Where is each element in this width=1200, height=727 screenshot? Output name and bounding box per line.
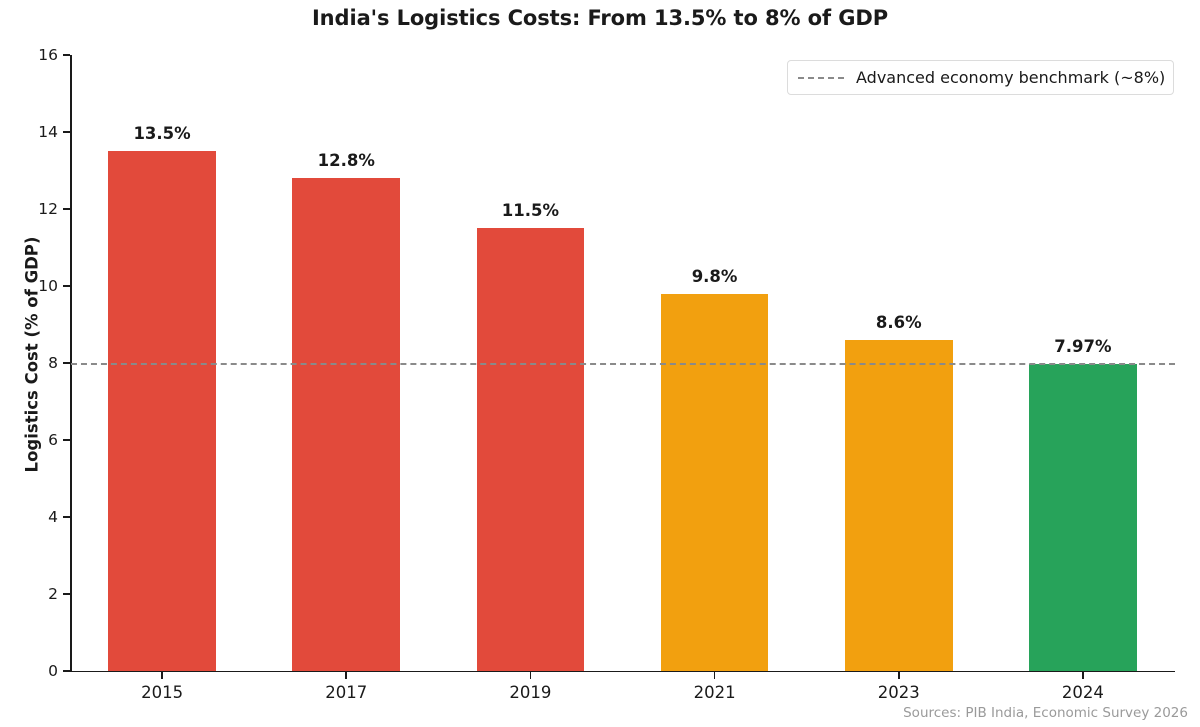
dashed-line-icon <box>798 76 844 79</box>
x-tick-label: 2024 <box>1061 683 1104 702</box>
bar-value-label: 12.8% <box>317 151 375 171</box>
x-tick-mark <box>1082 671 1084 679</box>
chart-legend: Advanced economy benchmark (~8%) <box>787 60 1174 95</box>
bar[interactable] <box>292 178 401 671</box>
chart-title: India's Logistics Costs: From 13.5% to 8… <box>311 6 889 30</box>
bar[interactable] <box>660 293 769 671</box>
bar-value-label: 13.5% <box>133 124 191 144</box>
y-tick-label: 4 <box>48 508 58 526</box>
bar[interactable] <box>1029 364 1137 671</box>
bar-value-label: 8.6% <box>875 312 922 332</box>
bar[interactable] <box>108 151 216 671</box>
x-tick-label: 2019 <box>509 683 552 702</box>
bar-value-label: 9.8% <box>691 266 738 286</box>
y-tick-mark <box>62 670 70 672</box>
bar-value-label: 11.5% <box>501 201 560 221</box>
x-axis-spine <box>70 670 1175 673</box>
legend-item-label: Advanced economy benchmark (~8%) <box>856 68 1166 87</box>
y-tick-label: 0 <box>48 662 58 680</box>
y-tick-label: 12 <box>38 200 58 218</box>
benchmark-line <box>71 363 1175 365</box>
y-tick-label: 2 <box>48 585 58 603</box>
y-tick-label: 16 <box>38 46 58 64</box>
x-tick-mark <box>345 671 348 679</box>
y-tick-mark <box>62 516 70 518</box>
bar-value-label: 7.97% <box>1054 337 1112 357</box>
y-tick-label: 6 <box>48 431 58 449</box>
x-tick-label: 2021 <box>693 683 736 702</box>
y-tick-mark <box>62 593 70 595</box>
y-tick-mark <box>62 131 70 133</box>
x-tick-label: 2023 <box>877 683 920 702</box>
y-tick-label: 8 <box>48 354 58 372</box>
y-tick-mark <box>62 208 70 210</box>
x-tick-mark <box>713 671 716 679</box>
y-tick-label: 10 <box>38 277 58 295</box>
x-tick-mark <box>161 671 163 679</box>
bar[interactable] <box>844 339 953 671</box>
x-tick-label: 2015 <box>141 683 184 702</box>
x-tick-mark <box>529 671 532 679</box>
y-tick-label: 14 <box>38 123 58 141</box>
x-tick-mark <box>897 671 900 679</box>
x-tick-label: 2017 <box>325 683 368 702</box>
source-note: Sources: PIB India, Economic Survey 2026 <box>903 705 1188 721</box>
y-tick-mark <box>62 439 70 441</box>
y-tick-mark <box>62 285 70 287</box>
y-tick-mark <box>62 362 70 364</box>
y-tick-mark <box>62 54 70 56</box>
bar[interactable] <box>476 228 585 671</box>
y-axis-spine <box>70 55 72 672</box>
